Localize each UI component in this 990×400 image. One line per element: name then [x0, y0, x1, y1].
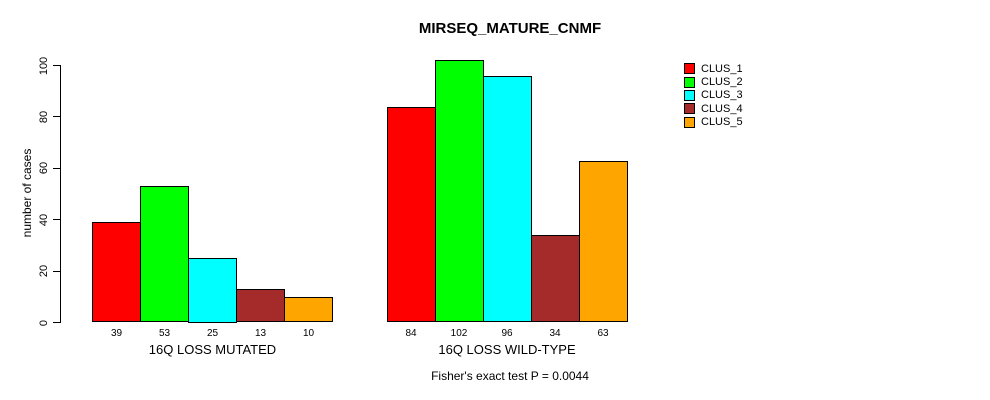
bar-clus_2-group2: [434, 60, 484, 323]
y-tick-mark: [53, 116, 60, 118]
bar-clus_5-group2: [578, 160, 628, 323]
legend-item-clus_1: CLUS_1: [684, 62, 743, 75]
bar-clus_1-group2: [386, 106, 436, 323]
bar-clus_2-group1: [140, 186, 189, 323]
legend-label: CLUS_5: [701, 116, 743, 129]
bar-value-label: 25: [206, 328, 219, 339]
legend-label: CLUS_3: [701, 89, 743, 102]
bar-value-label: 84: [405, 328, 417, 339]
bar-clus_4-group1: [236, 289, 285, 323]
bar-clus_3-group1: [188, 258, 237, 323]
y-tick-label: 40: [38, 213, 50, 226]
legend-label: CLUS_1: [701, 62, 743, 75]
legend: CLUS_1 CLUS_2 CLUS_3 CLUS_4 CLUS_5: [684, 62, 743, 129]
legend-item-clus_2: CLUS_2: [684, 75, 743, 88]
y-tick-label: 100: [38, 56, 50, 75]
legend-item-clus_3: CLUS_3: [684, 89, 743, 102]
bar-value-label: 10: [302, 328, 315, 339]
legend-label: CLUS_4: [701, 102, 743, 115]
legend-label: CLUS_2: [701, 76, 743, 89]
bar-clus_3-group2: [482, 75, 532, 323]
group-label: 16Q LOSS WILD-TYPE: [438, 342, 576, 357]
bar-clus_4-group2: [530, 235, 580, 323]
y-tick-label: 80: [38, 110, 50, 124]
bar-value-label: 102: [450, 328, 468, 339]
legend-swatch-icon: [684, 89, 695, 101]
bar-value-label: 34: [549, 328, 561, 339]
bar-clus_1-group1: [92, 222, 141, 323]
y-axis-label: number of cases: [20, 148, 34, 238]
y-tick-mark: [53, 219, 60, 221]
y-tick-mark: [53, 65, 60, 66]
y-tick-label: 0: [38, 319, 50, 326]
legend-swatch-icon: [684, 103, 695, 115]
y-tick-mark: [53, 270, 60, 272]
footer-note: Fisher's exact test P = 0.0044: [431, 369, 589, 383]
y-axis-line: [60, 65, 61, 323]
legend-swatch-icon: [684, 63, 695, 75]
legend-swatch-icon: [684, 76, 695, 88]
bar-clus_5-group1: [284, 296, 333, 323]
legend-item-clus_4: CLUS_4: [684, 102, 743, 115]
group-label: 16Q LOSS MUTATED: [148, 342, 277, 357]
chart-title: MIRSEQ_MATURE_CNMF: [418, 20, 602, 37]
bar-value-label: 39: [110, 328, 123, 339]
legend-swatch-icon: [684, 116, 695, 128]
y-tick-label: 60: [38, 162, 50, 175]
legend-item-clus_5: CLUS_5: [684, 116, 743, 129]
bar-value-label: 96: [501, 328, 513, 339]
bar-value-label: 63: [597, 328, 609, 339]
bar-value-label: 13: [254, 328, 267, 339]
y-tick-mark: [53, 322, 60, 323]
y-tick-mark: [53, 167, 60, 169]
y-tick-label: 20: [38, 264, 50, 278]
bar-value-label: 53: [158, 328, 171, 339]
